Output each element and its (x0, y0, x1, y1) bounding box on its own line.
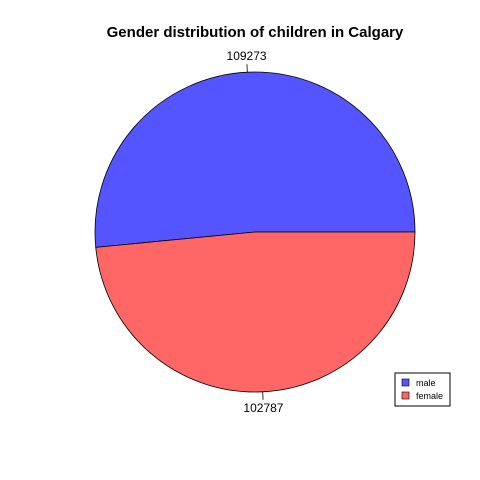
legend-swatch-male (401, 378, 410, 387)
slice-label-male: 109273 (227, 49, 267, 63)
legend: male female (394, 372, 451, 407)
pie-slice-female (95, 231, 416, 393)
legend-label-male: male (416, 378, 436, 388)
slice-label-female: 102787 (243, 401, 283, 415)
slice-labels: 109273 102787 (227, 49, 284, 415)
pie-slice-male (94, 71, 416, 248)
legend-box (394, 372, 451, 407)
chart-title: Gender distribution of children in Calga… (107, 24, 404, 41)
legend-swatch-female (401, 391, 410, 400)
pie-slices (94, 71, 416, 393)
legend-label-female: female (416, 391, 443, 401)
